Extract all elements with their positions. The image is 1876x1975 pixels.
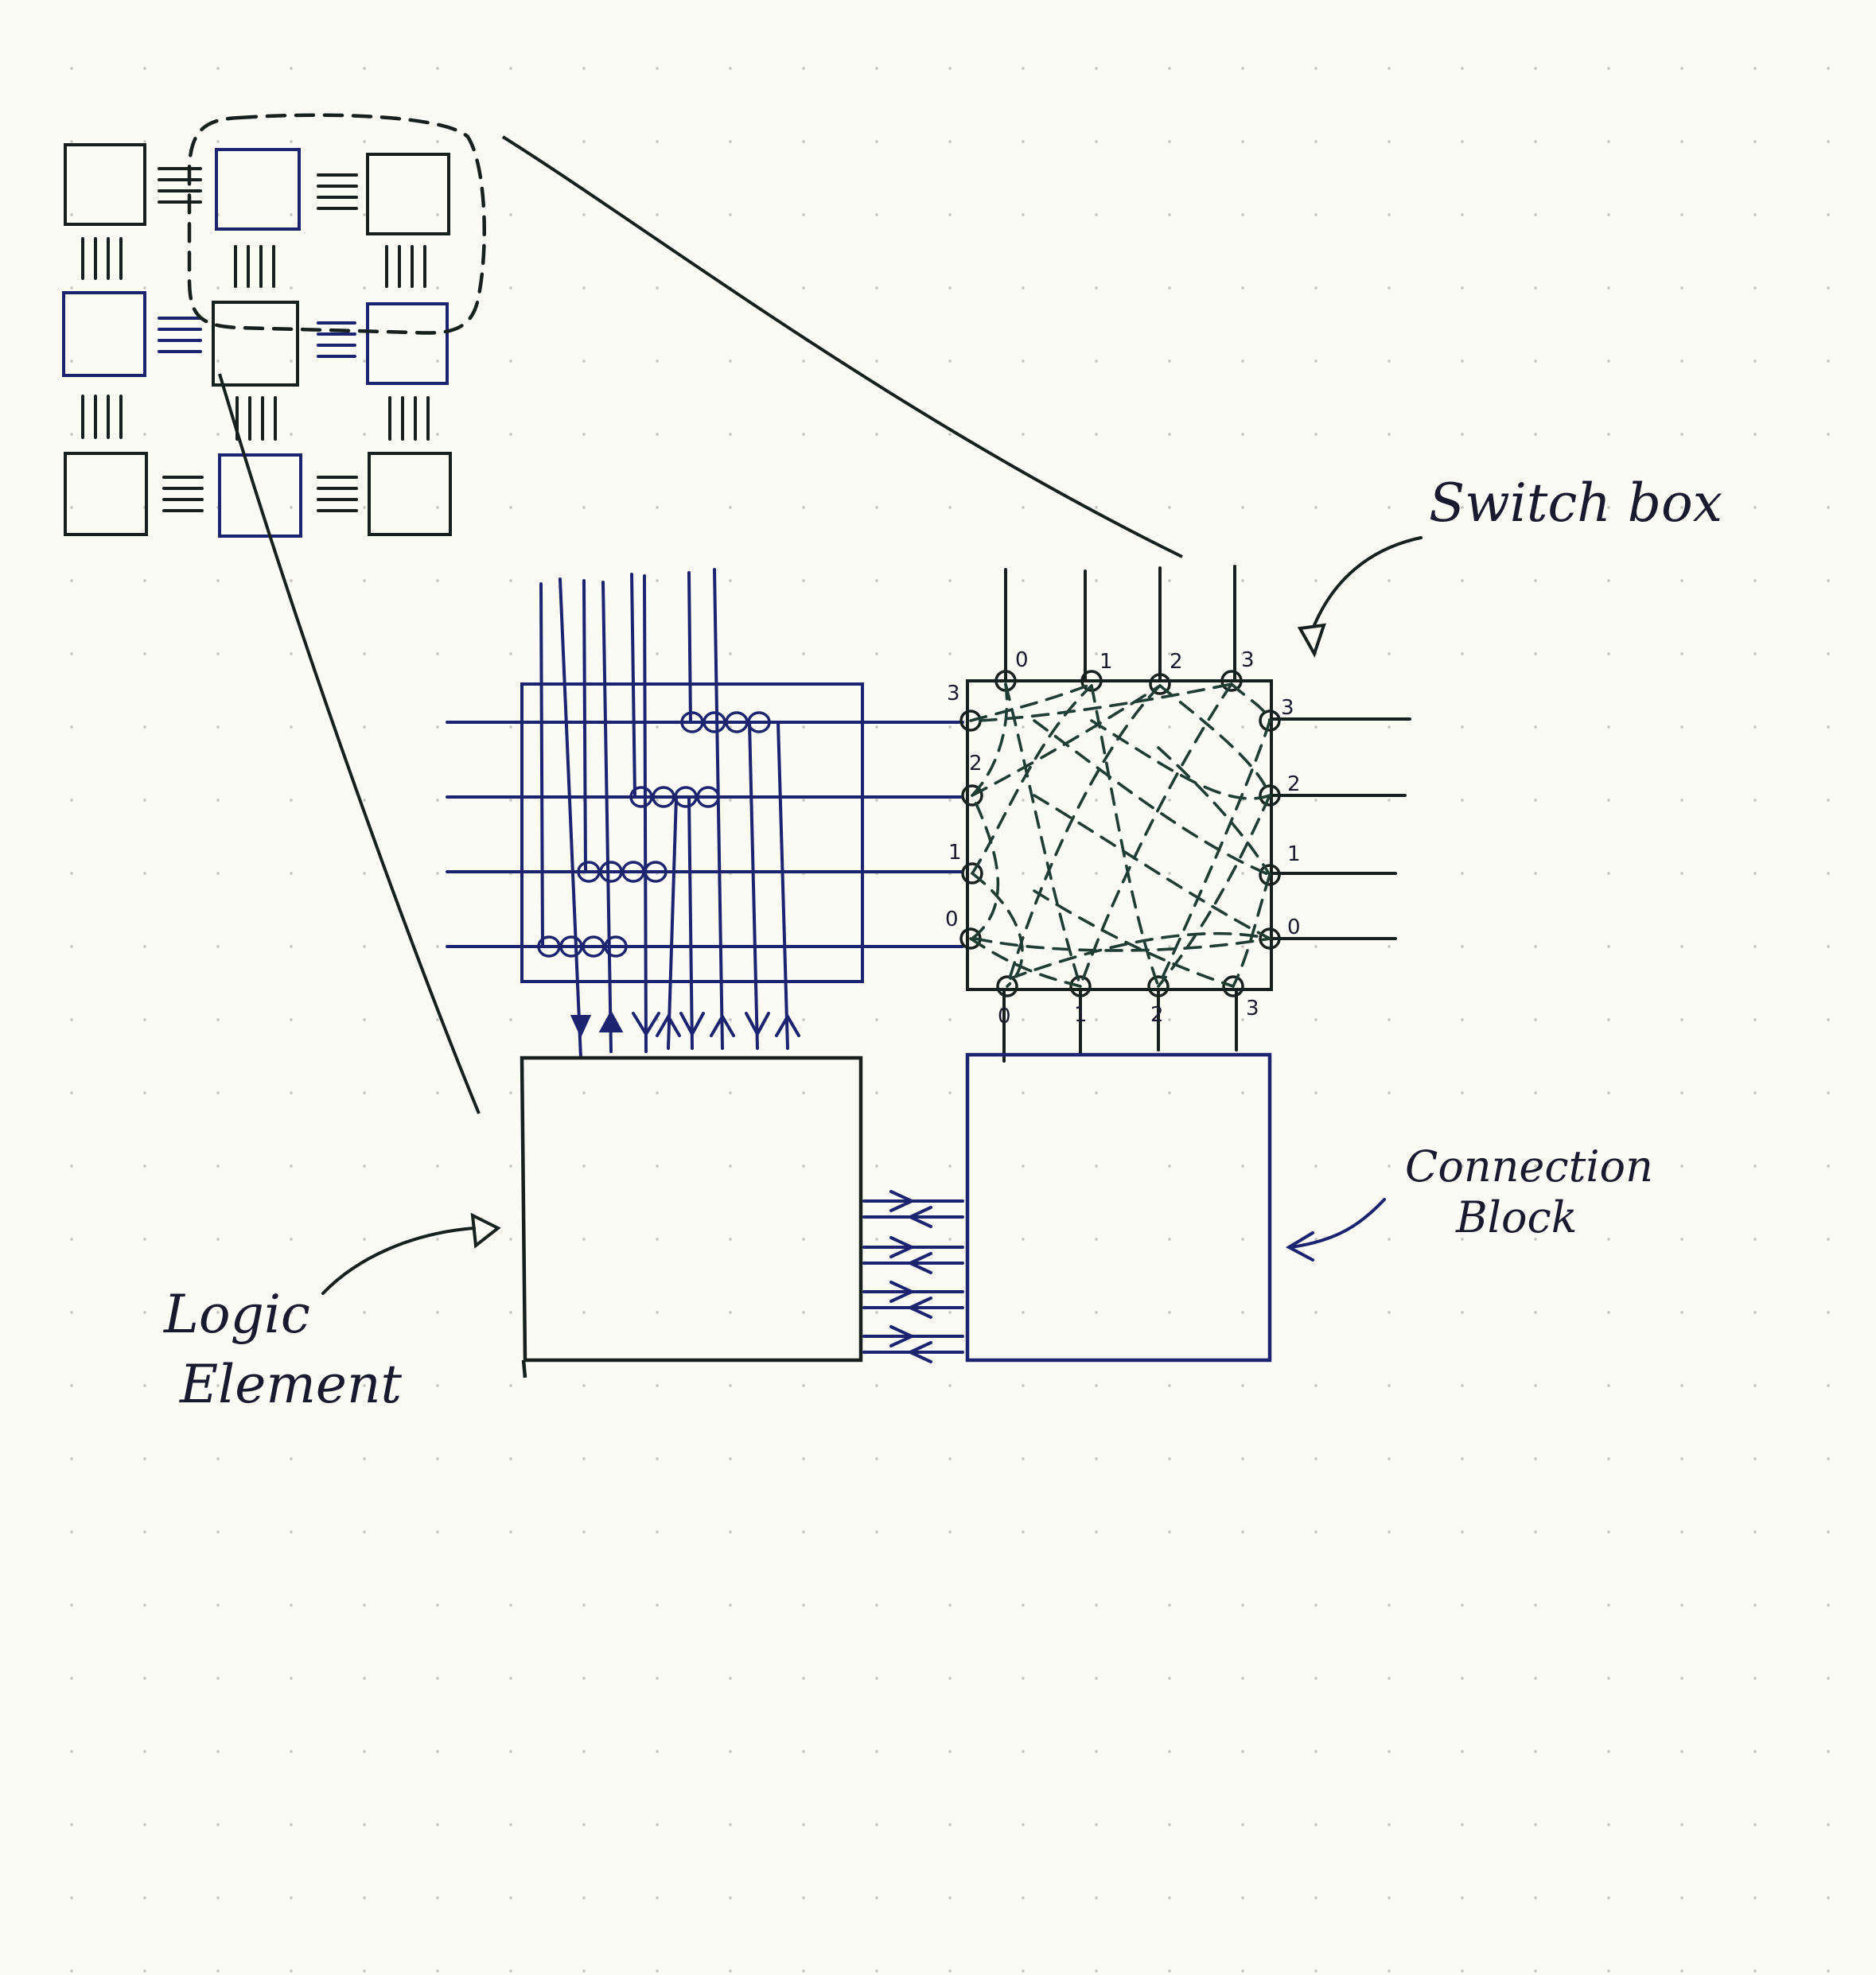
mini-tile-selected <box>212 301 299 387</box>
connection-block-frame <box>965 1052 1272 1363</box>
switch-box-connections <box>969 682 1271 988</box>
port <box>961 784 983 807</box>
switch-point <box>629 786 653 808</box>
switch-box: 0 1 2 3 3 2 1 0 3 2 1 0 0 1 2 3 <box>945 565 1411 1063</box>
switch-box-ports <box>959 670 1281 997</box>
port <box>1149 673 1171 695</box>
switch-point <box>559 935 583 958</box>
vertical-pin-wires <box>539 568 789 1059</box>
port-number-right-2: 2 <box>1287 772 1301 796</box>
logic-element-pointer-head <box>470 1212 501 1249</box>
mini-tile <box>218 453 302 538</box>
mini-v-wires <box>81 237 430 441</box>
port-numbers: 0 1 2 3 3 2 1 0 3 2 1 0 0 1 2 3 <box>945 648 1301 1028</box>
switch-point <box>604 935 628 958</box>
switch-point <box>599 861 623 883</box>
switch-point <box>696 786 720 808</box>
port <box>1147 975 1170 997</box>
mini-tile <box>64 452 148 536</box>
connection-block <box>965 1052 1272 1363</box>
port-number-top-3: 3 <box>1241 648 1255 672</box>
port-number-top-0: 0 <box>1015 648 1029 672</box>
switch-point <box>537 935 561 958</box>
logic-element-label-line1: Logic <box>164 1284 310 1345</box>
port <box>1259 784 1281 807</box>
mini-tile <box>366 153 450 235</box>
port-number-left-1: 1 <box>948 841 962 865</box>
port-number-left-0: 0 <box>945 908 959 931</box>
switch-box-label: Switch box <box>1429 472 1722 534</box>
routing-block <box>446 568 964 1059</box>
port-number-left-2: 2 <box>969 752 983 776</box>
mini-tile <box>366 302 449 385</box>
switch-point <box>680 711 704 733</box>
port-number-bottom-2: 2 <box>1150 1003 1164 1027</box>
switch-box-pointer-head <box>1297 623 1326 658</box>
port <box>1259 710 1281 732</box>
connection-block-pointer-head <box>1285 1231 1314 1262</box>
port-number-right-0: 0 <box>1287 916 1301 939</box>
port-number-top-1: 1 <box>1100 650 1113 674</box>
mini-h-wires <box>158 317 356 358</box>
port <box>1222 975 1244 997</box>
annotation-arrows <box>321 536 1423 1295</box>
logic-element-frame <box>520 1056 863 1378</box>
switch-point <box>747 711 771 733</box>
switch-point <box>644 861 667 883</box>
inter-block-arrows <box>862 1190 964 1363</box>
switch-box-tracks <box>1002 565 1411 1063</box>
connection-block-label-line2: Block <box>1456 1192 1578 1242</box>
mini-selection-outline <box>187 113 486 335</box>
connection-block-label-line1: Connection <box>1405 1141 1653 1192</box>
port-number-right-3: 3 <box>1281 696 1294 720</box>
logic-element-label-line2: Element <box>180 1354 403 1415</box>
pin-arrows <box>570 1009 800 1038</box>
port-number-top-2: 2 <box>1170 650 1183 674</box>
port <box>996 975 1018 997</box>
port-number-bottom-3: 3 <box>1246 997 1259 1021</box>
port-number-bottom-1: 1 <box>1074 1003 1088 1027</box>
port <box>1220 670 1243 692</box>
switch-points <box>537 711 771 958</box>
port <box>1259 864 1281 886</box>
zoom-line-lower <box>218 373 481 1114</box>
logic-element-block <box>520 1056 863 1378</box>
switch-point <box>582 935 605 958</box>
switch-box-pointer <box>1313 536 1423 627</box>
mini-h-wires <box>162 476 358 512</box>
logic-element-pointer <box>321 1227 476 1295</box>
switch-point <box>674 786 698 808</box>
switch-point <box>703 711 726 733</box>
port-number-bottom-0: 0 <box>998 1005 1011 1028</box>
mini-tile <box>368 452 452 536</box>
switch-point <box>652 786 675 808</box>
horizontal-tracks <box>446 721 964 948</box>
port-number-right-1: 1 <box>1287 842 1301 866</box>
mini-h-wires <box>158 167 358 210</box>
switch-point <box>577 861 601 883</box>
connection-block-pointer <box>1289 1198 1386 1249</box>
mini-tile <box>62 291 146 377</box>
port <box>961 862 983 884</box>
port <box>1069 975 1092 997</box>
switch-box-frame <box>966 679 1273 991</box>
switch-point <box>621 861 645 883</box>
port-number-left-3: 3 <box>947 682 960 706</box>
mini-tile <box>64 143 146 226</box>
port <box>1259 927 1281 950</box>
mini-tile <box>215 148 301 231</box>
zoom-line-upper <box>501 135 1183 558</box>
mini-grid <box>62 113 486 538</box>
switch-point <box>725 711 749 733</box>
